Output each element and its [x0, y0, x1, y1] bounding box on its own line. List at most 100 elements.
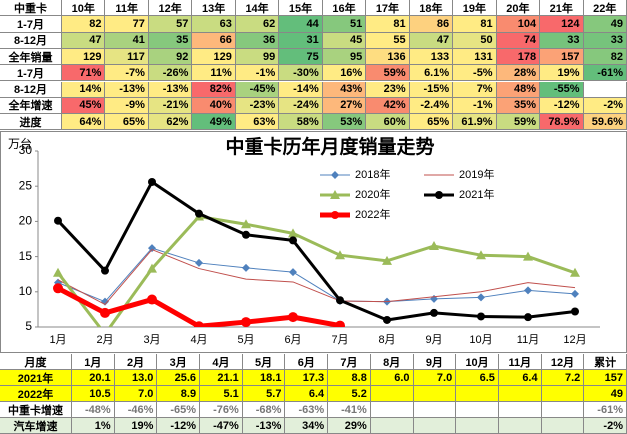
x-tick-label: 1月: [49, 334, 66, 346]
x-tick-label: 8月: [378, 334, 395, 346]
table-cell: 60%: [366, 114, 410, 131]
table-cell: 53%: [322, 114, 367, 131]
table-cell: -45%: [235, 81, 280, 98]
table-cell: -41%: [328, 402, 371, 418]
y-axis-label: 万台: [8, 136, 32, 151]
table-cell: 65%: [409, 114, 454, 131]
table-cell: [541, 418, 585, 434]
table-cell: 6.4: [498, 370, 542, 386]
table-cell: 48%: [496, 81, 541, 98]
table-cell: 59%: [496, 114, 541, 131]
table-cell: 40%: [192, 97, 236, 115]
legend-label: 2022年: [355, 207, 390, 221]
header-cell: 2月: [114, 354, 158, 370]
table-cell: -26%: [148, 65, 193, 82]
marker: [383, 315, 391, 324]
header-cell: 5月: [242, 354, 286, 370]
table-cell: 77: [105, 16, 149, 33]
header-cell: 12年: [148, 0, 193, 17]
table-cell: 6.4: [285, 386, 329, 402]
table-cell: 14%: [62, 81, 106, 98]
table-cell: [413, 386, 457, 402]
legend-label: 2018年: [355, 167, 390, 181]
marker: [100, 307, 110, 318]
table-cell: 63: [192, 16, 236, 33]
row-label: 1-7月: [0, 65, 62, 82]
legend-marker: [435, 191, 443, 199]
table-cell: 6.5: [456, 370, 499, 386]
table-cell: -46%: [114, 402, 158, 418]
marker: [148, 244, 156, 253]
table-cell: 49: [583, 16, 627, 33]
table-cell: 74: [496, 32, 541, 49]
table-cell: 23%: [366, 81, 410, 98]
row-label: 汽车增速: [0, 418, 72, 434]
marker: [523, 251, 533, 261]
table-cell: 5.2: [328, 386, 371, 402]
table-cell: [498, 386, 542, 402]
series-line: [57, 249, 576, 305]
table-cell: -14%: [279, 81, 323, 98]
marker: [477, 312, 485, 321]
table-cell: 7.0: [413, 370, 457, 386]
table-cell: 61.9%: [453, 114, 497, 131]
table-cell: -2%: [583, 97, 627, 115]
table-cell: -1%: [235, 65, 280, 82]
table-cell: 21.1: [200, 370, 243, 386]
marker: [382, 255, 392, 265]
header-cell: 14年: [235, 0, 280, 17]
table-cell: -9%: [105, 97, 149, 115]
header-cell: 中重卡: [0, 0, 62, 17]
table-cell: -1%: [453, 97, 497, 115]
marker: [289, 268, 297, 277]
table-cell: 41: [105, 32, 149, 49]
marker: [54, 216, 62, 225]
table-cell: 50: [453, 32, 497, 49]
marker: [477, 293, 485, 302]
table-cell: 49%: [192, 114, 236, 131]
table-cell: -55%: [540, 81, 584, 98]
table-cell: 58%: [279, 114, 323, 131]
table-cell: 27%: [322, 97, 367, 115]
series-line: [56, 214, 576, 327]
marker: [148, 177, 156, 186]
table-cell: 8.8: [328, 370, 371, 386]
table-cell: [498, 402, 542, 418]
y-tick-label: 5: [25, 319, 32, 333]
x-tick-label: 4月: [190, 334, 207, 346]
marker: [242, 230, 250, 239]
header-cell: 1月: [72, 354, 115, 370]
table-cell: 131: [453, 48, 497, 66]
row-label: 8-12月: [0, 81, 62, 98]
table-cell: 29%: [328, 418, 371, 434]
table-cell: 45%: [62, 97, 106, 115]
x-tick-label: 6月: [284, 334, 301, 346]
table-cell: 18.1: [242, 370, 286, 386]
marker: [241, 219, 251, 229]
marker: [335, 250, 345, 260]
y-tick-label: 25: [19, 178, 33, 192]
header-cell: 8月: [370, 354, 414, 370]
table-cell: 82: [583, 48, 627, 66]
table-cell: 13.0: [114, 370, 158, 386]
header-cell: 11年: [105, 0, 149, 17]
legend-symbol: [331, 211, 339, 219]
table-cell: 81: [453, 16, 497, 33]
table-cell: 104: [496, 16, 541, 33]
header-cell: 6月: [285, 354, 329, 370]
x-tick-label: 11月: [517, 334, 539, 346]
table-cell: 19%: [540, 65, 584, 82]
marker: [570, 267, 580, 277]
table-cell: 7%: [453, 81, 497, 98]
table-cell: 65%: [105, 114, 149, 131]
table-cell: [456, 386, 499, 402]
table-cell: [583, 81, 627, 98]
plot: [53, 177, 580, 327]
header-cell: 21年: [540, 0, 584, 17]
marker: [53, 267, 63, 277]
table-cell: 28%: [496, 65, 541, 82]
table-cell: 33: [583, 32, 627, 49]
table-cell: -2%: [584, 418, 627, 434]
header-cell: 17年: [366, 0, 410, 17]
table-cell: 36: [235, 32, 280, 49]
